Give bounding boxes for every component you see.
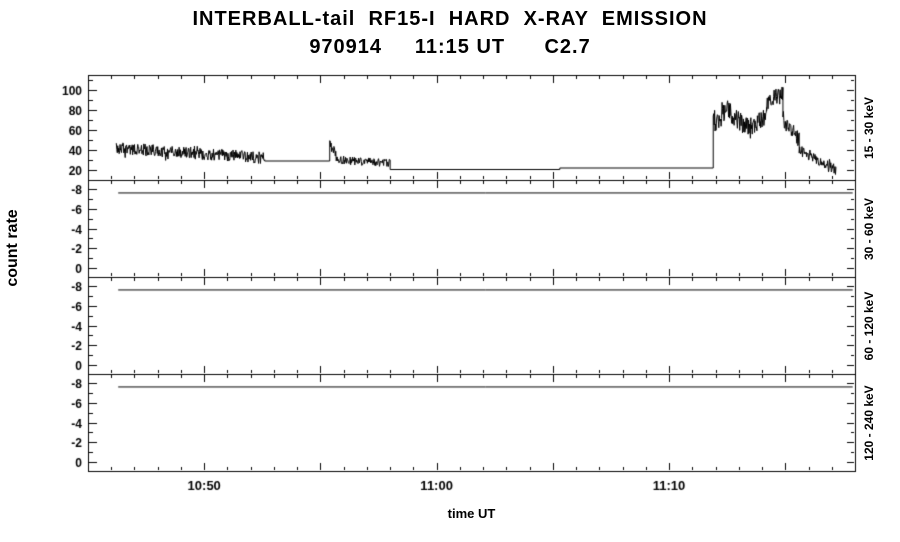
y-axis-label: count rate (4, 209, 21, 287)
chart-title: INTERBALL-tail RF15-I HARD X-RAY EMISSIO… (192, 8, 708, 30)
panel-label-120-240-kev: 120 - 240 keV (862, 385, 876, 461)
chart-subtitle: 970914 11:15 UT C2.7 (309, 36, 591, 58)
x-axis-label: time UT (447, 506, 496, 521)
